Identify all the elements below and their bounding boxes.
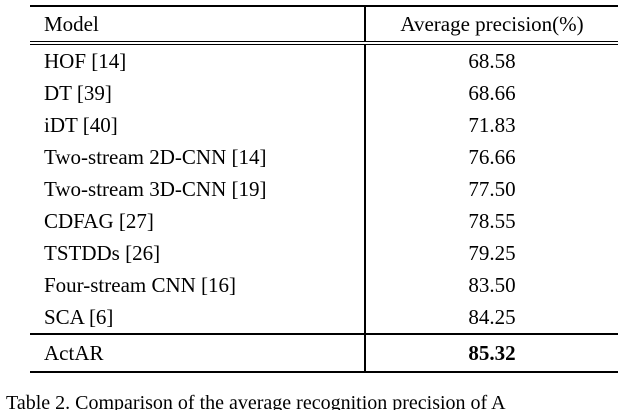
model-cell: CDFAG [27] bbox=[30, 205, 366, 237]
model-cell: SCA [6] bbox=[30, 301, 366, 334]
value-cell-bold: 85.32 bbox=[365, 333, 618, 373]
table-row: CDFAG [27] 78.55 bbox=[30, 205, 618, 237]
value-cell: 71.83 bbox=[468, 112, 516, 137]
model-cell: Two-stream 3D-CNN [19] bbox=[30, 173, 366, 205]
model-cell: Four-stream CNN [16] bbox=[30, 269, 366, 301]
value-cell: 77.50 bbox=[468, 176, 516, 201]
value-cell: 76.66 bbox=[468, 144, 516, 169]
model-cell: TSTDDs [26] bbox=[30, 237, 366, 269]
model-cell: DT [39] bbox=[30, 77, 366, 109]
table-row: TSTDDs [26] 79.25 bbox=[30, 237, 618, 269]
table-row: HOF [14] 68.58 bbox=[30, 43, 618, 77]
header-precision: Average precision(%) bbox=[365, 5, 618, 45]
value-cell: 83.50 bbox=[468, 272, 516, 297]
table-caption: Table 2. Comparison of the average recog… bbox=[6, 392, 506, 410]
model-cell: ActAR bbox=[30, 333, 366, 373]
value-cell: 68.58 bbox=[468, 48, 516, 73]
table-row: Two-stream 2D-CNN [14] 76.66 bbox=[30, 141, 618, 173]
value-cell: 68.66 bbox=[468, 80, 516, 105]
model-cell: Two-stream 2D-CNN [14] bbox=[30, 141, 366, 173]
table-row: Four-stream CNN [16] 83.50 bbox=[30, 269, 618, 301]
table-row: Two-stream 3D-CNN [19] 77.50 bbox=[30, 173, 618, 205]
table-row-actar: ActAR 85.32 bbox=[30, 333, 618, 373]
value-cell: 84.25 bbox=[468, 304, 516, 329]
model-cell: iDT [40] bbox=[30, 109, 366, 141]
value-cell: 79.25 bbox=[468, 240, 516, 265]
table-row: iDT [40] 71.83 bbox=[30, 109, 618, 141]
results-table: Model Average precision(%) HOF [14] 68.5… bbox=[30, 5, 618, 373]
table-row: SCA [6] 84.25 bbox=[30, 301, 618, 334]
value-cell: 78.55 bbox=[468, 208, 516, 233]
header-model: Model bbox=[30, 5, 366, 45]
table-row: DT [39] 68.66 bbox=[30, 77, 618, 109]
model-cell: HOF [14] bbox=[30, 43, 366, 77]
header-row: Model Average precision(%) bbox=[30, 5, 618, 45]
